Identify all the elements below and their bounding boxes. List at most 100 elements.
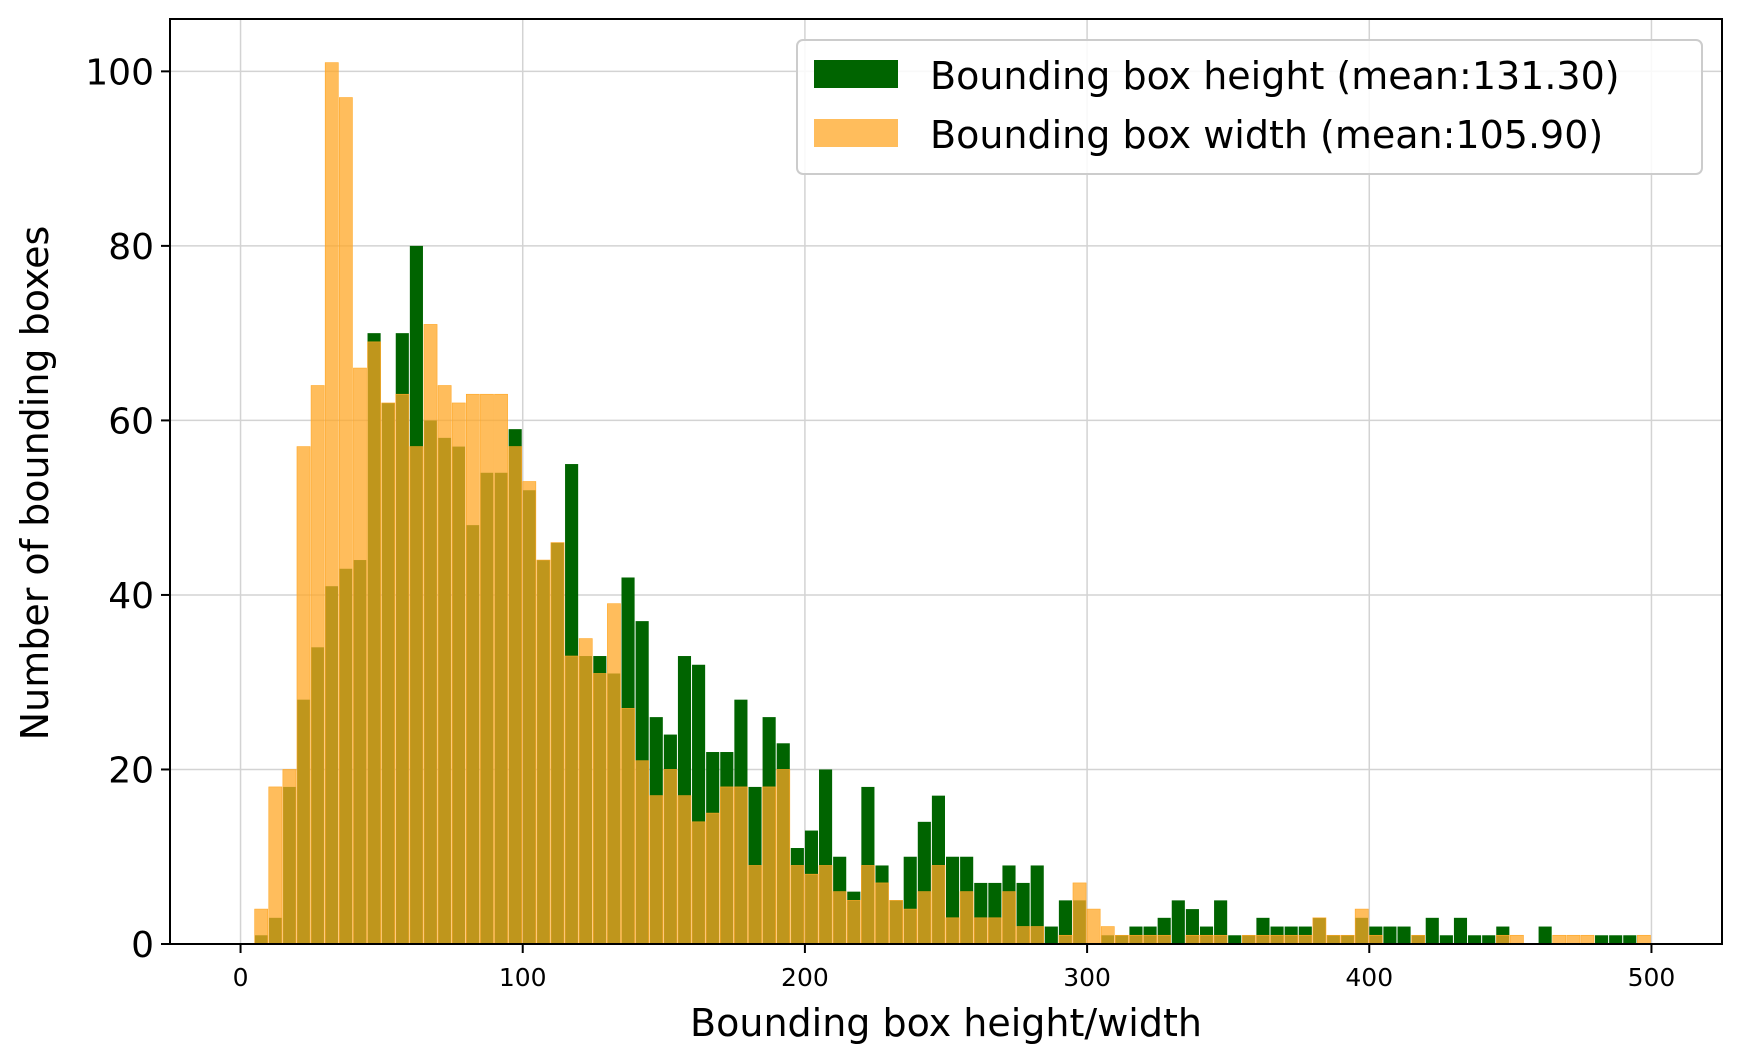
bar-width	[875, 882, 889, 945]
bar-width	[705, 812, 720, 945]
x-tick-label: 300	[1063, 963, 1111, 992]
bar-height	[1044, 926, 1058, 944]
bar-width	[1185, 934, 1200, 945]
bar-width	[762, 786, 776, 945]
y-tick-label: 100	[85, 52, 154, 93]
bar-width	[1340, 934, 1355, 945]
bar-width	[776, 769, 791, 945]
bar-width	[1580, 934, 1595, 945]
bar-width	[480, 393, 494, 945]
bar-width	[988, 917, 1002, 945]
bar-width	[1637, 934, 1651, 945]
bar-width	[1016, 926, 1030, 945]
bar-width	[1143, 934, 1157, 945]
bar-width	[903, 908, 918, 945]
bar-height	[1623, 935, 1637, 944]
bar-width	[1241, 934, 1256, 945]
bar-width	[592, 673, 607, 945]
bar-width	[1284, 934, 1299, 945]
bars	[254, 62, 1651, 945]
y-tick-label: 20	[108, 750, 154, 791]
bar-width	[1368, 934, 1383, 945]
bar-width	[621, 708, 635, 945]
bar-height	[1228, 935, 1242, 944]
bar-width	[748, 865, 762, 945]
legend-swatch-height	[814, 60, 898, 88]
bar-width	[367, 341, 381, 945]
bar-width	[959, 891, 974, 945]
x-tick-label: 500	[1628, 963, 1676, 992]
x-tick-label: 0	[233, 963, 249, 992]
bar-width	[790, 865, 805, 945]
bar-height	[1468, 935, 1482, 944]
x-axis-label: Bounding box height/width	[690, 1001, 1202, 1045]
bar-height	[1425, 917, 1439, 944]
bar-width	[1495, 934, 1510, 945]
y-tick-label: 40	[108, 576, 154, 617]
bar-width	[1552, 934, 1567, 945]
bar-width	[931, 865, 946, 945]
bar-width	[635, 760, 650, 945]
bar-height	[1482, 935, 1496, 944]
bar-height	[1058, 900, 1072, 944]
bar-width	[1002, 891, 1016, 945]
bar-width	[649, 795, 664, 945]
bar-width	[1213, 934, 1228, 945]
bar-height	[1171, 900, 1185, 944]
bar-height	[1538, 926, 1552, 944]
bar-width	[494, 393, 508, 945]
bar-width	[268, 786, 283, 945]
bar-width	[465, 393, 480, 945]
x-tick-label: 400	[1345, 963, 1393, 992]
bar-width	[1115, 934, 1129, 945]
bar-height	[1383, 926, 1397, 944]
bar-width	[423, 324, 438, 945]
bar-width	[1354, 908, 1369, 945]
bar-width	[451, 402, 466, 945]
bar-width	[1157, 934, 1172, 945]
bar-width	[846, 900, 861, 945]
bar-width	[1199, 934, 1214, 945]
bar-height	[1609, 935, 1623, 944]
bar-width	[1326, 934, 1341, 945]
bar-width	[310, 385, 325, 945]
bar-width	[1256, 934, 1270, 945]
bar-width	[1411, 934, 1426, 945]
bar-width	[889, 900, 903, 945]
bar-height	[1397, 926, 1411, 944]
bar-width	[296, 446, 311, 945]
bar-width	[1298, 934, 1313, 945]
bar-width	[1030, 926, 1045, 945]
bar-width	[324, 62, 339, 945]
bar-width	[804, 873, 819, 945]
bar-width	[536, 559, 551, 945]
bar-width	[564, 655, 579, 945]
legend-label-height: Bounding box height (mean:131.30)	[930, 54, 1620, 98]
y-tick-label: 60	[108, 401, 154, 442]
bar-width	[917, 891, 932, 945]
bar-width	[677, 795, 692, 945]
y-axis-label: Number of bounding boxes	[13, 226, 57, 741]
bar-width	[409, 446, 424, 945]
bar-width	[719, 786, 734, 945]
bar-width	[832, 891, 847, 945]
bar-width	[1058, 934, 1073, 945]
bar-width	[339, 97, 353, 945]
bar-width	[1312, 917, 1327, 945]
tick-labels: 0 100 200 300 400 500 0 20 40 60 80 100	[85, 52, 1675, 992]
bar-width	[395, 393, 410, 945]
bar-width	[578, 638, 593, 945]
y-tick-label: 0	[131, 925, 154, 966]
bar-width	[522, 481, 537, 945]
bar-width	[550, 542, 565, 945]
bar-width	[1072, 882, 1087, 945]
bar-width	[1566, 934, 1581, 945]
x-tick-label: 200	[781, 963, 829, 992]
bar-width	[1086, 908, 1101, 945]
bar-height	[1439, 935, 1453, 944]
bar-width	[508, 446, 523, 945]
bar-height	[1453, 917, 1468, 944]
x-tick-label: 100	[499, 963, 547, 992]
y-tick-label: 80	[108, 227, 154, 268]
